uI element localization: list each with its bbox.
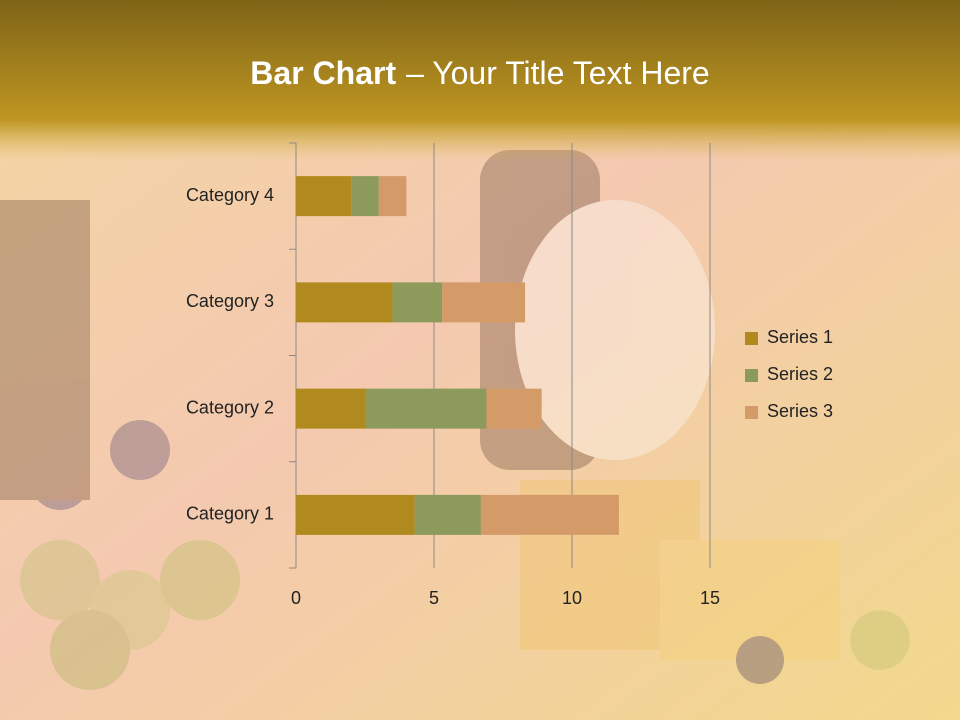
slide-title: Bar Chart – Your Title Text Here: [250, 55, 709, 91]
title-rest: – Your Title Text Here: [406, 55, 710, 91]
legend-swatch: [745, 369, 758, 382]
legend-label: Series 1: [767, 327, 833, 347]
bar-segment: [486, 388, 542, 429]
bar-segment: [296, 494, 415, 535]
legend-label: Series 2: [767, 364, 833, 384]
y-tick-label: Category 3: [186, 291, 274, 311]
legend-swatch: [745, 332, 758, 345]
bar-segment: [442, 282, 526, 323]
legend-swatch: [745, 406, 758, 419]
bar-segment: [392, 282, 443, 323]
bar-segment: [296, 282, 393, 323]
bar-segment: [365, 388, 487, 429]
bar-segment: [351, 176, 379, 217]
header-band: [0, 0, 960, 160]
x-tick-label: 10: [562, 588, 582, 608]
y-tick-label: Category 2: [186, 397, 274, 417]
legend-label: Series 3: [767, 401, 833, 421]
chart: 0 5 10 15 Category 1 Category 2 Category 3 Cate…: [186, 142, 833, 608]
title-bold: Bar Chart: [250, 55, 396, 91]
x-tick-label: 15: [700, 588, 720, 608]
background-photo: [0, 150, 910, 690]
bar-segment: [414, 494, 481, 535]
y-tick-label: Category 1: [186, 504, 274, 524]
x-tick-label: 0: [291, 588, 301, 608]
bar-segment: [296, 388, 365, 429]
bar-segment: [378, 176, 407, 217]
bar-segment: [296, 176, 352, 217]
y-tick-label: Category 4: [186, 185, 274, 205]
bar-segment: [480, 494, 619, 535]
x-tick-label: 5: [429, 588, 439, 608]
